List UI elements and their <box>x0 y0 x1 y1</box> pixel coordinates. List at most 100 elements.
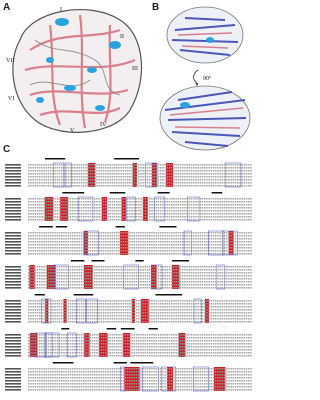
similar-box <box>193 298 202 324</box>
ss-arrow <box>61 328 70 330</box>
similar-box <box>54 264 69 290</box>
seq-name <box>5 383 21 385</box>
conserved-column <box>122 333 131 357</box>
conserved-column <box>151 265 157 289</box>
similar-box <box>145 162 157 188</box>
conserved-column <box>151 163 158 187</box>
conserved-column <box>178 333 186 357</box>
seq-name <box>5 164 21 166</box>
ss-arrow <box>120 328 135 330</box>
conserved-column <box>63 299 67 323</box>
similar-box <box>154 196 165 222</box>
seq-name <box>5 238 21 240</box>
seq-name <box>5 318 21 320</box>
seq-name <box>5 235 21 237</box>
seq-name <box>5 386 21 388</box>
ss-arrow <box>106 328 117 330</box>
similar-box <box>53 162 65 188</box>
conserved-column <box>140 299 149 323</box>
seq-name <box>5 182 21 184</box>
seq-name <box>5 380 21 382</box>
similar-box <box>33 332 47 358</box>
ss-arrow <box>148 328 158 330</box>
conserved-column <box>98 333 108 357</box>
ss-arrow <box>114 158 130 160</box>
conserved-column <box>167 367 174 391</box>
similar-box <box>86 298 98 324</box>
loops <box>29 39 121 96</box>
ss-arrow <box>130 362 145 364</box>
seq-name <box>5 352 21 354</box>
seq-name <box>5 207 21 209</box>
conserved-column <box>131 299 136 323</box>
seq-name <box>5 368 21 370</box>
rotation-label: 90° <box>203 75 212 82</box>
panel-label: B <box>152 2 159 13</box>
conserved-column <box>169 163 174 187</box>
similar-box <box>222 230 238 256</box>
seq-name <box>5 321 21 323</box>
similar-box <box>151 264 163 290</box>
region-label: III <box>132 66 138 72</box>
seq-name <box>5 315 21 317</box>
conserved-column <box>29 333 38 357</box>
helices <box>36 18 121 111</box>
ss-arrow <box>172 260 189 262</box>
conserved-column <box>124 367 134 391</box>
similar-box <box>76 298 86 324</box>
ss-arrow <box>44 158 66 160</box>
conserved-column <box>218 367 226 391</box>
seq-name <box>5 309 21 311</box>
similar-box <box>224 162 242 188</box>
seq-name <box>5 306 21 308</box>
seq-name <box>5 377 21 379</box>
seq-name <box>5 247 21 249</box>
seq-name <box>5 241 21 243</box>
ss-arrow <box>155 294 176 296</box>
panel-b-structures <box>159 6 251 151</box>
region-label: IV <box>100 122 107 128</box>
seq-name <box>5 343 21 345</box>
conserved-column <box>142 197 148 221</box>
seq-name <box>5 176 21 178</box>
region-label: II <box>120 34 124 40</box>
ss-arrow <box>55 226 67 228</box>
region-label: I <box>60 7 62 13</box>
seq-name <box>5 232 21 234</box>
seq-name <box>5 355 21 357</box>
seq-name <box>5 170 21 172</box>
similar-box <box>123 264 139 290</box>
seq-name <box>5 250 21 252</box>
ss-arrow <box>52 362 74 364</box>
ss-arrow <box>115 226 125 228</box>
similar-box <box>41 298 52 324</box>
similar-box <box>187 196 201 222</box>
ss-arrow <box>109 192 126 194</box>
beta-strands <box>24 14 136 129</box>
conserved-column <box>172 265 180 289</box>
similar-box <box>120 366 128 392</box>
seq-name <box>5 213 21 215</box>
conserved-column <box>45 299 49 323</box>
seq-name <box>5 374 21 376</box>
conserved-column <box>228 231 234 255</box>
similar-box <box>142 366 159 392</box>
conserved-column <box>83 231 88 255</box>
similar-box <box>126 196 136 222</box>
seq-name <box>5 198 21 200</box>
seq-name <box>5 287 21 289</box>
seq-name <box>5 349 21 351</box>
seq-name <box>5 303 21 305</box>
ss-arrow <box>135 260 144 262</box>
conserved-column <box>84 333 90 357</box>
seq-name <box>5 312 21 314</box>
seq-name <box>5 389 21 391</box>
similar-box <box>77 196 94 222</box>
seq-name <box>5 275 21 277</box>
similar-box <box>45 332 53 358</box>
similar-box <box>208 230 225 256</box>
conserved-column <box>205 299 209 323</box>
seq-name <box>5 346 21 348</box>
similar-box <box>66 332 77 358</box>
ss-arrow <box>91 260 105 262</box>
